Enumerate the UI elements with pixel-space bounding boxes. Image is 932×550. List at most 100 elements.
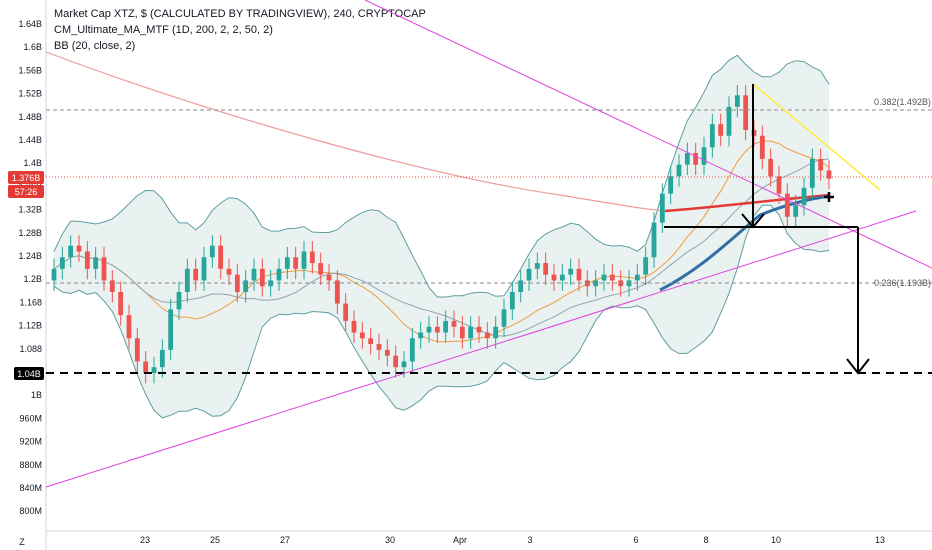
- candle-body: [209, 245, 215, 258]
- candle-body: [468, 326, 474, 339]
- candle-body: [368, 338, 374, 345]
- candle-body: [59, 257, 65, 269]
- candle-body: [134, 338, 140, 362]
- candle-body: [109, 280, 115, 292]
- legend-indicator-ma: CM_Ultimate_MA_MTF (1D, 200, 2, 2, 50, 2…: [54, 24, 273, 36]
- candle-body: [126, 315, 132, 339]
- x-tick-label: 10: [771, 535, 781, 545]
- candle-body: [709, 124, 715, 148]
- candle-body: [801, 187, 807, 206]
- candle-body: [743, 95, 749, 130]
- x-tick-label: 3: [527, 535, 532, 545]
- candle-body: [451, 320, 457, 327]
- countdown-value: 57:26: [15, 187, 38, 197]
- candle-body: [459, 326, 465, 339]
- candle-body: [426, 326, 432, 333]
- candle-body: [143, 361, 149, 373]
- countdown-tag: [8, 185, 44, 198]
- candle-body: [684, 153, 690, 165]
- candle-body: [609, 274, 615, 281]
- candle-body: [201, 257, 207, 281]
- x-tick-label: 23: [140, 535, 150, 545]
- y-tick-label: 840M: [19, 483, 42, 493]
- ma-50-line: [659, 194, 831, 292]
- y-tick-label: 1.24B: [18, 251, 42, 261]
- y-tick-label: 800M: [19, 506, 42, 516]
- x-tick-label: 25: [210, 535, 220, 545]
- x-tick-label: 8: [703, 535, 708, 545]
- y-tick-label: 1.6B: [23, 42, 42, 52]
- bollinger-lower: [53, 204, 830, 419]
- legend-title: Market Cap XTZ, $ (CALCULATED BY TRADING…: [54, 8, 426, 20]
- y-tick-label: 880M: [19, 460, 42, 470]
- candle-body: [826, 170, 832, 179]
- candle-body: [401, 361, 407, 368]
- support-level-tag: [14, 367, 44, 380]
- candle-body: [493, 326, 499, 339]
- descending-trendline[interactable]: [364, 0, 932, 269]
- y-tick-label: 1.088: [19, 344, 42, 354]
- candle-body: [159, 349, 165, 368]
- ascending-trendline[interactable]: [45, 210, 917, 488]
- candle-body: [526, 268, 532, 281]
- candle-body: [809, 158, 815, 188]
- candle-body: [409, 338, 415, 362]
- candle-body: [301, 251, 307, 269]
- candle-body: [326, 274, 332, 281]
- candle-body: [668, 176, 674, 194]
- candle-body: [818, 158, 824, 171]
- candle-body: [484, 332, 490, 339]
- x-tick-label: Apr: [453, 535, 467, 545]
- candle-body: [718, 124, 724, 136]
- moving-average-fast: [53, 140, 830, 343]
- candle-body: [384, 349, 390, 356]
- candle-body: [118, 291, 124, 316]
- candle-body: [518, 280, 524, 292]
- candle-body: [601, 274, 607, 281]
- y-tick-label: 1.44B: [18, 135, 42, 145]
- bollinger-band-fill: [54, 55, 829, 418]
- x-tick-label: 27: [280, 535, 290, 545]
- candle-body: [559, 274, 565, 281]
- candle-body: [101, 257, 107, 281]
- candle-body: [418, 332, 424, 339]
- candle-body: [543, 263, 549, 275]
- y-tick-label: 1.4B: [23, 158, 42, 168]
- candle-body: [501, 309, 507, 327]
- y-tick-label: 1.52B: [18, 89, 42, 99]
- fib-label: 0.382(1.492B): [874, 97, 931, 107]
- last-price-value: 1.376B: [12, 173, 41, 183]
- fib-label: 0.236(1.193B): [874, 278, 931, 288]
- y-tick-label: 960M: [19, 413, 42, 423]
- candle-body: [676, 164, 682, 177]
- candle-body: [351, 320, 357, 333]
- candle-body: [184, 268, 190, 292]
- x-tick-label: 13: [875, 535, 885, 545]
- candle-body: [334, 280, 340, 304]
- candle-body: [576, 268, 582, 281]
- candle-body: [434, 326, 440, 333]
- candle-body: [393, 355, 399, 368]
- bollinger-basis: [53, 158, 830, 337]
- x-tick-label: 6: [633, 535, 638, 545]
- candle-body: [693, 153, 699, 165]
- y-tick-label: 1.56B: [18, 65, 42, 75]
- x-tick-label: 30: [385, 535, 395, 545]
- candle-body: [309, 251, 315, 264]
- y-tick-label: 1.12B: [18, 321, 42, 331]
- yellow-trendline[interactable]: [752, 83, 881, 191]
- y-tick-label: 1.64B: [18, 19, 42, 29]
- candle-body: [509, 291, 515, 310]
- candle-body: [759, 135, 765, 159]
- ma-200-line: [45, 51, 666, 212]
- candle-body: [276, 268, 282, 281]
- candle-body: [443, 320, 449, 333]
- corner-label: Z: [19, 537, 25, 547]
- candle-body: [226, 268, 232, 275]
- candle-body: [251, 268, 257, 281]
- candle-body: [659, 193, 665, 223]
- candle-body: [93, 257, 99, 269]
- candle-body: [793, 205, 799, 217]
- price-axis[interactable]: [0, 0, 46, 550]
